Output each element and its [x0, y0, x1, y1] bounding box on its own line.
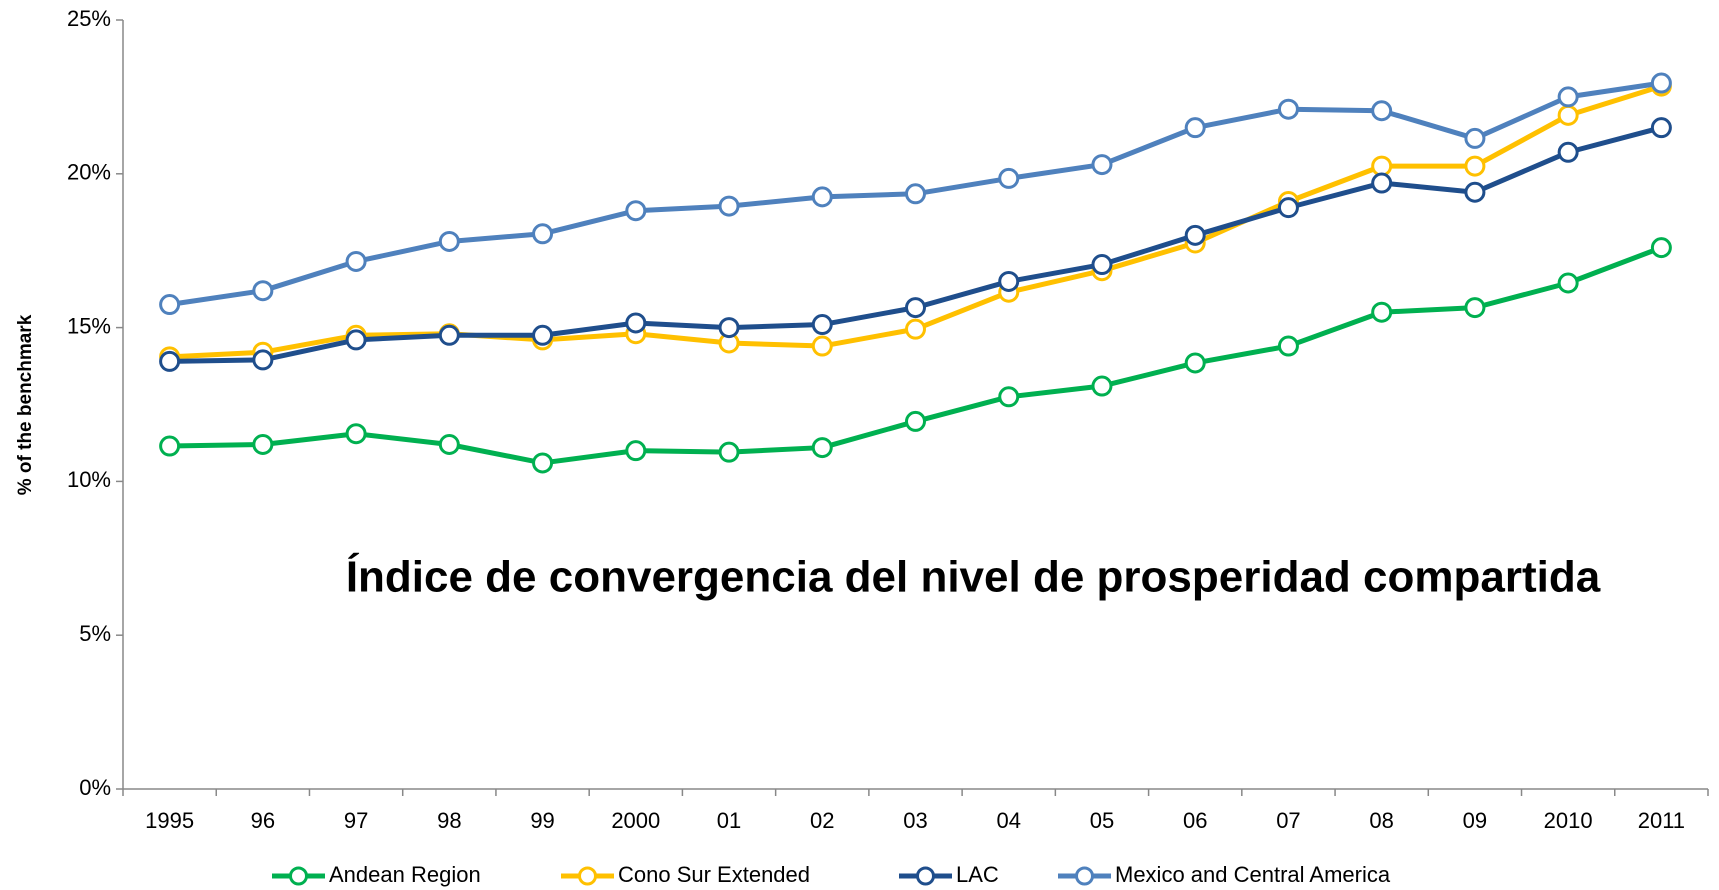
data-point — [718, 317, 740, 339]
legend-marker — [289, 866, 308, 886]
data-point — [532, 324, 554, 346]
data-point — [625, 200, 647, 222]
data-point — [998, 270, 1020, 292]
data-point — [905, 183, 926, 205]
y-tick-label: 5% — [79, 621, 111, 646]
data-point — [811, 437, 833, 459]
x-tick-label: 97 — [344, 808, 368, 833]
x-tick-label: 01 — [717, 808, 741, 833]
data-point — [1650, 237, 1672, 259]
data-point — [1464, 181, 1486, 203]
legend-label: Mexico and Central America — [1115, 862, 1391, 887]
data-point — [811, 335, 833, 357]
data-point — [811, 314, 833, 336]
data-point — [1091, 254, 1113, 276]
data-point — [252, 433, 274, 455]
data-point — [1557, 104, 1579, 126]
data-point — [345, 329, 367, 351]
legend-marker — [1075, 866, 1094, 886]
data-point — [1371, 155, 1393, 177]
data-point — [532, 223, 554, 245]
data-point — [532, 452, 554, 474]
y-tick-label: 25% — [67, 6, 111, 31]
x-tick-label: 07 — [1276, 808, 1300, 833]
data-point — [1464, 127, 1486, 149]
x-tick-label: 02 — [810, 808, 834, 833]
data-point — [718, 195, 740, 217]
data-point — [718, 441, 740, 463]
legend-label: Cono Sur Extended — [618, 862, 810, 887]
x-tick-label: 09 — [1463, 808, 1487, 833]
data-point — [1277, 98, 1299, 120]
data-point — [1184, 352, 1206, 374]
data-point — [159, 435, 181, 457]
data-point — [625, 312, 647, 334]
data-point — [252, 280, 274, 302]
data-point — [905, 410, 926, 432]
data-point — [998, 167, 1020, 189]
legend-label: Andean Region — [329, 862, 481, 887]
x-tick-label: 1995 — [145, 808, 194, 833]
x-tick-label: 99 — [530, 808, 554, 833]
data-point — [1277, 335, 1299, 357]
x-tick-label: 08 — [1369, 808, 1393, 833]
data-point — [1557, 272, 1579, 294]
legend-label: LAC — [956, 862, 999, 887]
x-tick-label: 05 — [1090, 808, 1114, 833]
y-tick-label: 20% — [67, 160, 111, 185]
data-point — [1464, 155, 1486, 177]
data-point — [1557, 86, 1579, 108]
legend-marker — [578, 866, 597, 886]
data-point — [345, 423, 367, 445]
x-tick-label: 96 — [251, 808, 275, 833]
data-point — [625, 440, 647, 462]
x-tick-label: 06 — [1183, 808, 1207, 833]
data-point — [1464, 297, 1486, 319]
data-point — [905, 318, 926, 340]
data-point — [438, 433, 460, 455]
y-tick-label: 0% — [79, 775, 111, 800]
data-point — [252, 349, 274, 371]
y-tick-label: 15% — [67, 313, 111, 338]
x-tick-label: 2010 — [1544, 808, 1593, 833]
x-tick-label: 04 — [996, 808, 1020, 833]
data-point — [1277, 197, 1299, 219]
data-point — [905, 297, 926, 319]
data-point — [1371, 301, 1393, 323]
data-point — [811, 186, 833, 208]
x-tick-label: 03 — [903, 808, 927, 833]
data-point — [438, 230, 460, 252]
y-axis-label: % of the benchmark — [15, 314, 36, 495]
data-point — [1091, 375, 1113, 397]
x-tick-label: 2011 — [1638, 808, 1685, 833]
data-point — [1650, 117, 1672, 139]
data-point — [438, 324, 460, 346]
data-point — [1650, 72, 1672, 94]
data-point — [1184, 224, 1206, 246]
data-point — [1557, 141, 1579, 163]
data-point — [1184, 117, 1206, 139]
data-point — [159, 294, 181, 316]
data-point — [1371, 172, 1393, 194]
legend-marker — [916, 866, 935, 886]
x-tick-label: 2000 — [611, 808, 660, 833]
x-tick-label: 98 — [437, 808, 461, 833]
data-point — [345, 250, 367, 272]
data-point — [1371, 100, 1393, 122]
data-point — [998, 386, 1020, 408]
data-point — [1091, 154, 1113, 176]
chart-title: Índice de convergencia del nivel de pros… — [346, 552, 1601, 602]
y-tick-label: 10% — [67, 467, 111, 492]
data-point — [159, 350, 181, 372]
